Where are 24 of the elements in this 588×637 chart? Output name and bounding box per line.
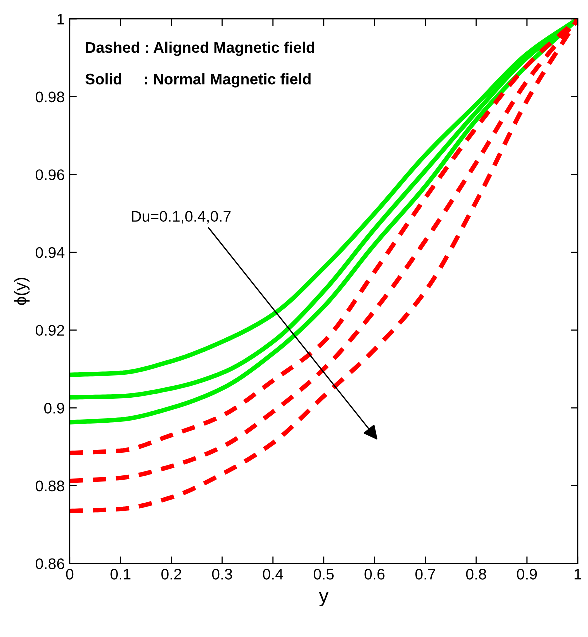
annotation: Du=0.1,0.4,0.7 (132, 211, 231, 224)
x-tick-label: 0.9 (517, 569, 538, 580)
x-tick-label: 0.6 (364, 569, 385, 580)
annotation: Solid : Normal Magnetic field (86, 74, 311, 88)
x-tick-label: 0.3 (212, 569, 232, 580)
x-tick-label: 0.4 (263, 569, 284, 580)
y-tick-label: 1 (58, 14, 64, 25)
x-tick-label: 0.2 (162, 569, 182, 580)
x-tick-label: 0.8 (466, 569, 486, 580)
x-tick-label: 1 (574, 569, 582, 580)
y-tick-label: 0.88 (36, 480, 64, 492)
x-tick-label: 0.7 (416, 569, 436, 580)
x-tick-label: 0 (66, 569, 74, 580)
y-tick-label: 0.96 (36, 170, 64, 180)
y-tick-label: 0.86 (36, 558, 64, 570)
y-axis-title: ϕ(y) (14, 278, 30, 306)
annotation: Dashed : Aligned Magnetic field (86, 42, 315, 56)
y-tick-label: 0.98 (36, 92, 64, 103)
y-tick-label: 0.92 (36, 325, 64, 336)
y-tick-label: 0.94 (36, 247, 65, 258)
x-tick-label: 0.5 (314, 569, 334, 580)
x-tick-label: 0.1 (110, 569, 131, 580)
x-axis-title: y (319, 592, 329, 607)
y-tick-label: 0.9 (44, 403, 64, 414)
